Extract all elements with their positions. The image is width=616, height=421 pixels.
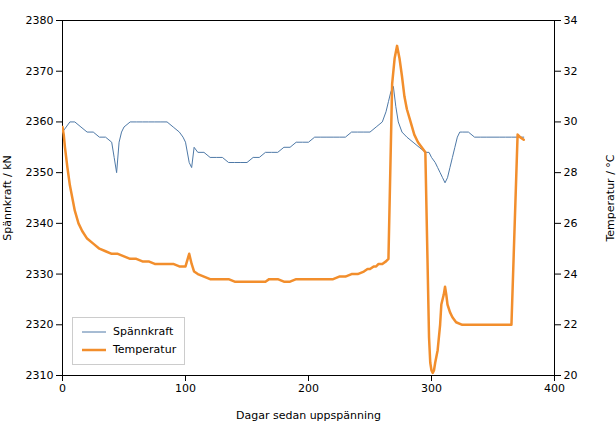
html-text:Spännkraft: Spännkraft <box>113 325 174 338</box>
svg-text:20: 20 <box>564 369 578 382</box>
svg-text:2360: 2360 <box>26 115 54 128</box>
svg-text:2320: 2320 <box>26 318 54 331</box>
svg-text:26: 26 <box>564 217 578 230</box>
svg-text:2340: 2340 <box>26 217 54 230</box>
svg-text:0: 0 <box>59 382 66 395</box>
svg-text:2330: 2330 <box>26 268 54 281</box>
svg-text:300: 300 <box>421 382 442 395</box>
svg-text:34: 34 <box>564 14 578 27</box>
svg-text:22: 22 <box>564 318 578 331</box>
svg-text:24: 24 <box>564 268 578 281</box>
svg-text:2350: 2350 <box>26 166 54 179</box>
svg-text:2310: 2310 <box>26 369 54 382</box>
svg-text:200: 200 <box>298 382 319 395</box>
svg-text:400: 400 <box>544 382 565 395</box>
svg-text:Temperatur / °C: Temperatur / °C <box>604 154 616 242</box>
svg-text:30: 30 <box>564 115 578 128</box>
svg-text:2380: 2380 <box>26 14 54 27</box>
svg-text:100: 100 <box>175 382 196 395</box>
svg-text:28: 28 <box>564 166 578 179</box>
svg-text:32: 32 <box>564 65 578 78</box>
svg-text:Dagar sedan uppspänning: Dagar sedan uppspänning <box>236 409 381 421</box>
html-text:Temperatur: Temperatur <box>113 343 177 356</box>
svg-text:2370: 2370 <box>26 65 54 78</box>
svg-text:Spännkraft / kN: Spännkraft / kN <box>1 155 14 241</box>
